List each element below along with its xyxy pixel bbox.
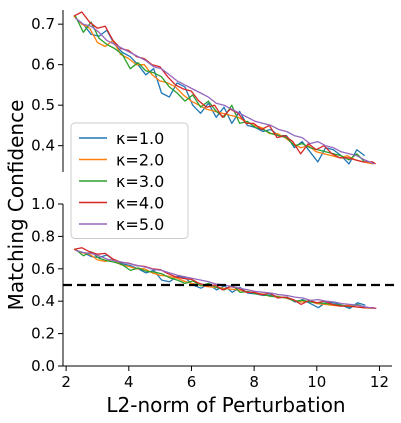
top-y-tick-label: 0.5 (31, 96, 55, 114)
bottom-series-line-2 (73, 248, 374, 310)
bottom-panel: 0.0 0.2 0.4 0.6 0.8 1.0 2 4 6 8 10 12 (31, 195, 398, 391)
legend-label-2: κ=2.0 (116, 151, 164, 170)
bottom-series-line-4 (73, 247, 377, 310)
legend-label-5: κ=5.0 (116, 215, 164, 234)
top-series-line-5 (75, 17, 375, 165)
bottom-x-tick-label: 10 (307, 373, 326, 391)
bottom-x-tick-label: 4 (124, 373, 134, 391)
bottom-series-line-3 (75, 248, 366, 309)
bottom-y-tick-label: 1.0 (31, 195, 55, 213)
bottom-series-group (73, 247, 377, 310)
x-axis-label: L2-norm of Perturbation (106, 393, 345, 417)
top-y-tick-label: 0.7 (31, 15, 55, 33)
legend-box (70, 122, 189, 239)
y-axis-label: Matching Confidence (4, 100, 28, 311)
top-axes: 0.4 0.5 0.6 0.7 (31, 10, 64, 172)
top-panel: 0.4 0.5 0.6 0.7 (31, 10, 376, 172)
bottom-x-tick-label: 6 (187, 373, 197, 391)
top-y-tick-label: 0.6 (31, 56, 55, 74)
legend-label-1: κ=1.0 (116, 129, 164, 148)
bottom-y-tick-label: 0.0 (31, 357, 55, 375)
bottom-x-tick-label: 12 (370, 373, 389, 391)
bottom-y-tick-label: 0.6 (31, 260, 55, 278)
bottom-y-tick-label: 0.4 (31, 292, 55, 310)
bottom-series-line-5 (75, 249, 375, 310)
top-series-group (73, 11, 376, 165)
bottom-y-tick-label: 0.8 (31, 227, 55, 245)
bottom-x-tick-label: 8 (249, 373, 259, 391)
legend-label-4: κ=4.0 (116, 194, 164, 213)
bottom-x-tick-label: 2 (61, 373, 71, 391)
legend-label-3: κ=3.0 (116, 172, 164, 191)
bottom-y-tick-label: 0.2 (31, 325, 55, 343)
bottom-axes: 0.0 0.2 0.4 0.6 0.8 1.0 2 4 6 8 10 12 (31, 195, 392, 391)
legend: κ=1.0 κ=2.0 κ=3.0 κ=4.0 κ=5.0 (70, 122, 189, 239)
top-y-tick-label: 0.4 (31, 137, 55, 155)
